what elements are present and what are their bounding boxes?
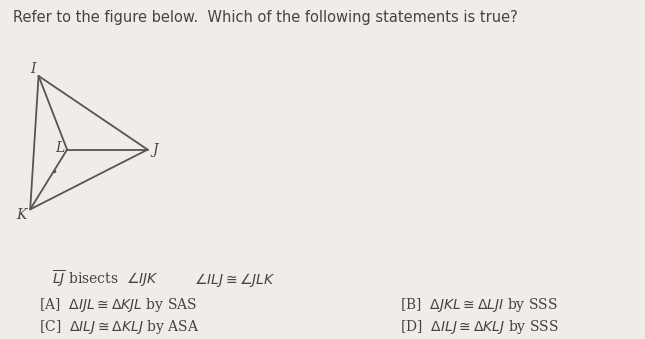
Text: $\overline{LJ}$ bisects  $\angle IJK$: $\overline{LJ}$ bisects $\angle IJK$ xyxy=(52,269,159,290)
Text: I: I xyxy=(30,62,35,76)
Text: [A]  $\Delta IJL \cong \Delta KJL$ by SAS: [A] $\Delta IJL \cong \Delta KJL$ by SAS xyxy=(39,296,197,314)
Text: [C]  $\Delta ILJ \cong \Delta KLJ$ by ASA: [C] $\Delta ILJ \cong \Delta KLJ$ by ASA xyxy=(39,318,199,336)
Text: L: L xyxy=(55,141,64,155)
Text: [D]  $\Delta ILJ \cong \Delta KLJ$ by SSS: [D] $\Delta ILJ \cong \Delta KLJ$ by SSS xyxy=(400,318,559,336)
Text: [B]  $\Delta JKL \cong \Delta LJI$ by SSS: [B] $\Delta JKL \cong \Delta LJI$ by SSS xyxy=(400,296,558,314)
Text: J: J xyxy=(152,143,158,157)
Text: Refer to the figure below.  Which of the following statements is true?: Refer to the figure below. Which of the … xyxy=(13,10,518,25)
Text: $\angle ILJ \cong \angle JLK$: $\angle ILJ \cong \angle JLK$ xyxy=(194,271,275,289)
Text: K: K xyxy=(17,208,27,222)
